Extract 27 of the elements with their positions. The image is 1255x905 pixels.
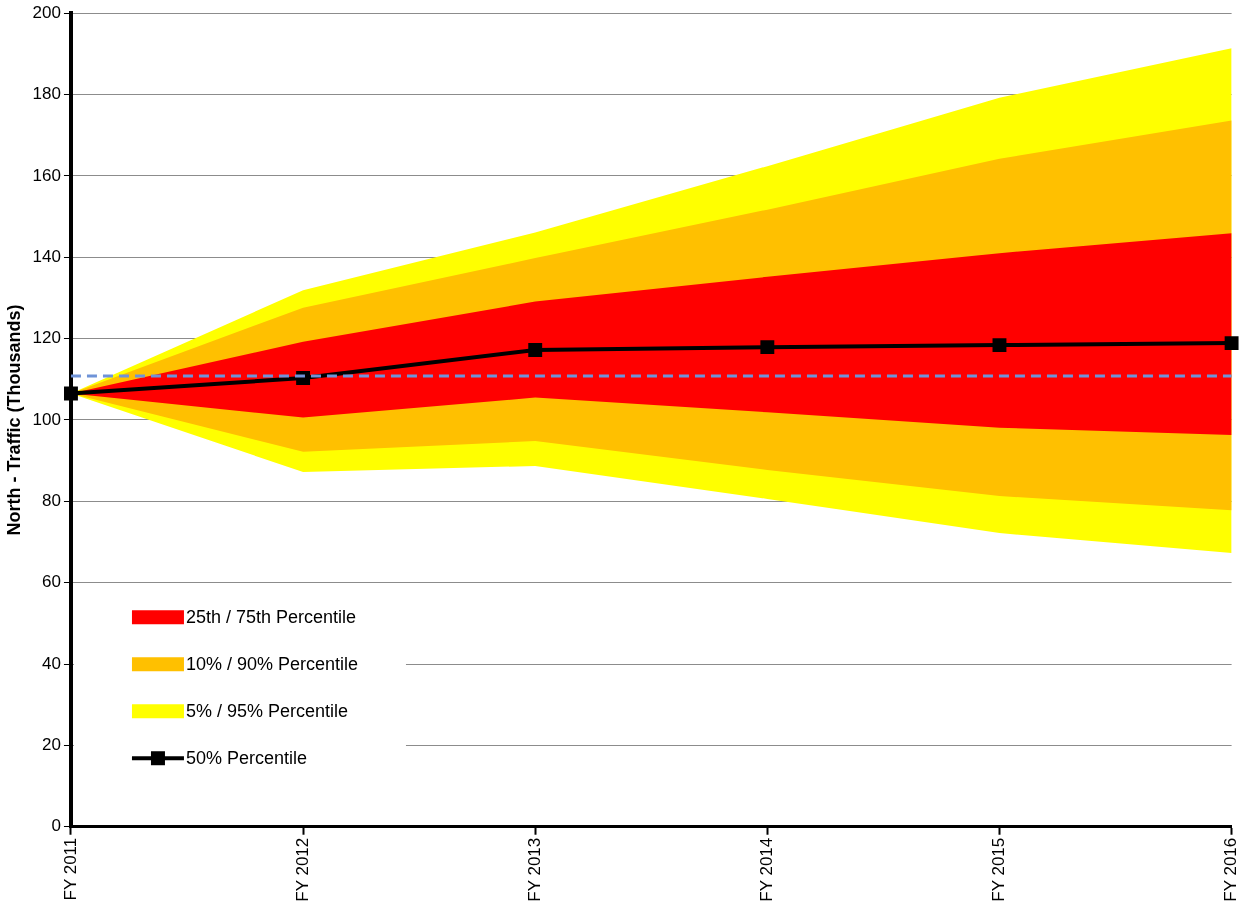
y-axis-title: North - Traffic (Thousands) (3, 304, 24, 536)
y-tick-label: 60 (42, 572, 61, 592)
point (1224, 336, 1239, 351)
x-tick-label: FY 2014 (757, 837, 777, 902)
y-tick-label: 160 (32, 165, 61, 185)
y-tick-label: 120 (32, 328, 61, 348)
x-tick-label: FY 2011 (60, 837, 80, 901)
y-tick-label: 200 (32, 2, 61, 22)
legend-label: 5% / 95% Percentile (185, 701, 349, 722)
point (528, 343, 543, 357)
legend-label: 50% Percentile (185, 748, 308, 769)
y-tick-label: 100 (32, 409, 61, 429)
y-tick-label: 20 (42, 735, 61, 755)
y-tick-label: 80 (42, 491, 61, 511)
legend-label: 25th / 75th Percentile (185, 607, 357, 628)
x-tick-label: FY 2015 (989, 837, 1009, 902)
x-tick-label: FY 2012 (292, 837, 312, 902)
y-tick-label: 180 (32, 84, 61, 104)
point (64, 386, 78, 401)
point (760, 340, 775, 355)
y-tick-label: 40 (42, 653, 61, 673)
y-tick-label: 140 (32, 246, 61, 266)
x-tick-label: FY 2016 (1221, 837, 1241, 902)
point (992, 338, 1007, 353)
legend-label: 10% / 90% Percentile (185, 654, 359, 675)
y-tick-label: 0 (51, 816, 61, 836)
x-tick-label: FY 2013 (524, 837, 544, 902)
